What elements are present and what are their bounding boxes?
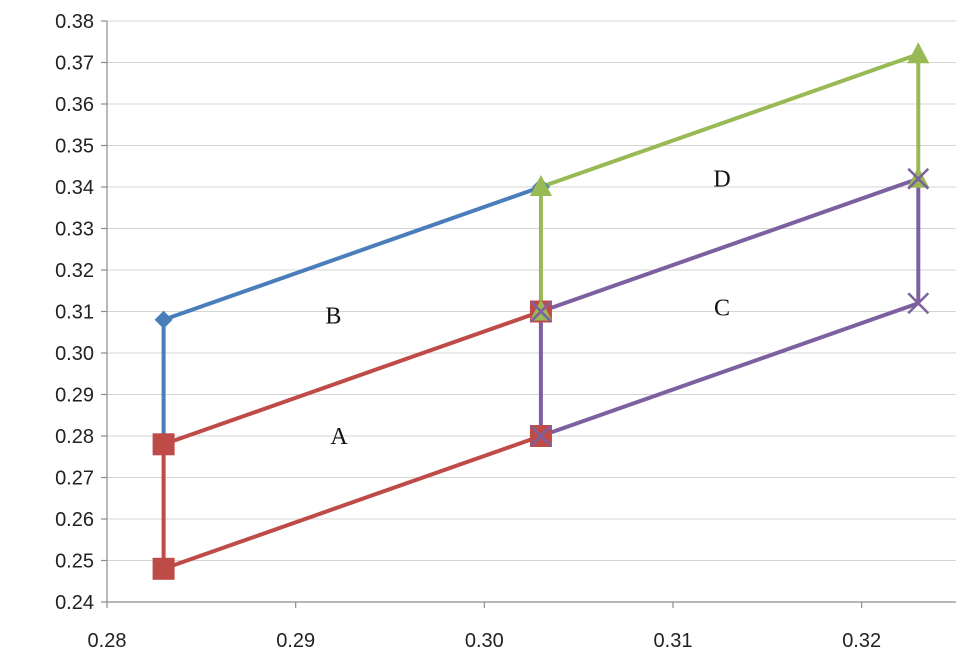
- y-tick-label: 0.35: [55, 136, 94, 158]
- marker-layer: [152, 42, 930, 580]
- annotation-layer: A B C D: [325, 167, 730, 450]
- series-line-green: [538, 52, 921, 314]
- x-tick-label: 0.32: [842, 630, 881, 652]
- grid-lines: [107, 20, 956, 561]
- region-label-d: D: [713, 167, 730, 193]
- y-tick-label: 0.24: [55, 592, 94, 614]
- y-tick-label: 0.25: [55, 551, 94, 573]
- data-point-green: [907, 42, 930, 64]
- series-line-blue: [161, 185, 543, 447]
- y-tick-label: 0.29: [55, 385, 94, 407]
- data-point-purple: [530, 300, 552, 323]
- axes: 0.24 0.25 0.26 0.27 0.28 0.29 0.30 0.31 0.32 0.33…: [55, 11, 956, 652]
- x-tick-label: 0.28: [88, 630, 127, 652]
- y-tick-label: 0.34: [55, 177, 94, 199]
- y-tick-label: 0.31: [55, 302, 94, 324]
- data-point-red: [152, 557, 175, 580]
- y-tick-label: 0.37: [55, 53, 94, 75]
- data-point-purple: [530, 425, 552, 447]
- y-tick-label: 0.26: [55, 509, 94, 531]
- y-tick-label: 0.28: [55, 426, 94, 448]
- data-point-red: [152, 433, 175, 456]
- y-tick-label: 0.27: [55, 468, 94, 490]
- data-point-purple: [907, 167, 930, 190]
- y-tick-label: 0.38: [55, 11, 94, 33]
- x-tick-label: 0.30: [465, 630, 504, 652]
- data-point-purple: [907, 292, 930, 315]
- x-tick-label: 0.31: [654, 630, 693, 652]
- region-label-c: C: [714, 295, 730, 321]
- y-tick-label: 0.30: [55, 343, 94, 365]
- y-tick-label: 0.36: [55, 94, 94, 116]
- data-point-blue: [154, 310, 173, 329]
- region-label-b: B: [325, 304, 341, 330]
- region-label-a: A: [330, 424, 348, 450]
- data-point-green: [529, 175, 552, 196]
- series-line-red: [161, 309, 543, 571]
- y-tick-label: 0.32: [55, 260, 94, 282]
- x-tick-label: 0.29: [276, 630, 315, 652]
- y-tick-label: 0.33: [55, 219, 94, 241]
